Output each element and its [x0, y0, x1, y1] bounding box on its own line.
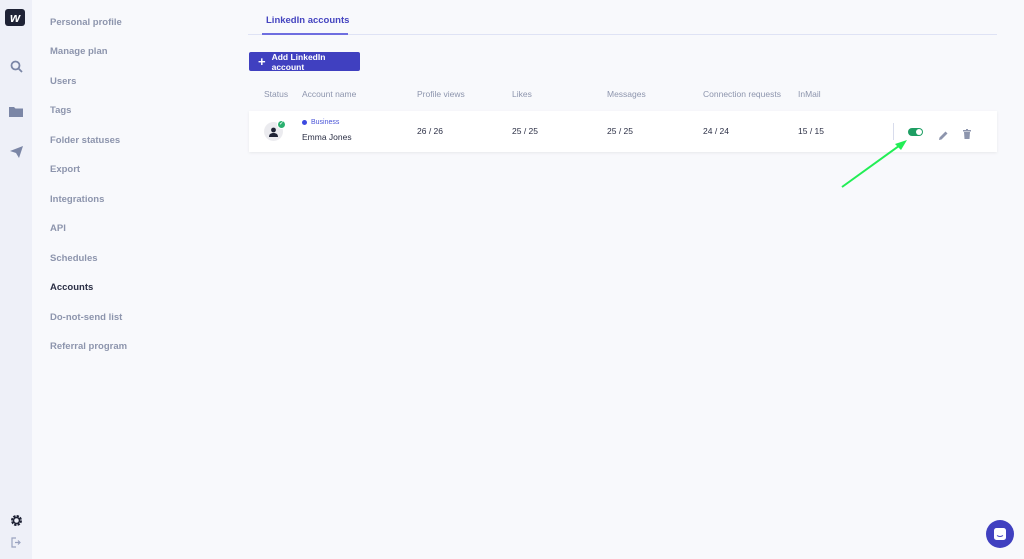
icon-rail: w	[0, 0, 32, 559]
profile-views-value: 26 / 26	[417, 126, 443, 136]
menu-item-users[interactable]: Users	[50, 76, 77, 87]
column-header-status: Status	[264, 89, 289, 99]
logo-icon[interactable]: w	[5, 9, 25, 26]
menu-item-api[interactable]: API	[50, 223, 66, 234]
menu-item-export[interactable]: Export	[50, 164, 81, 175]
send-icon[interactable]	[6, 142, 26, 162]
edit-pencil-icon[interactable]	[939, 127, 948, 145]
actions-divider	[893, 123, 894, 140]
tab-linkedin-accounts[interactable]: LinkedIn accounts	[266, 15, 350, 26]
menu-item-accounts[interactable]: Accounts	[50, 282, 94, 293]
menu-item-personal-profile[interactable]: Personal profile	[50, 17, 122, 28]
chat-icon	[994, 528, 1006, 540]
menu-item-integrations[interactable]: Integrations	[50, 194, 105, 205]
delete-trash-icon[interactable]	[963, 126, 971, 144]
column-header-account-name: Account name	[302, 89, 357, 99]
account-type-label: Business	[311, 119, 340, 126]
menu-item-referral-program[interactable]: Referral program	[50, 341, 128, 352]
menu-item-folder-statuses[interactable]: Folder statuses	[50, 135, 121, 146]
column-header-messages: Messages	[607, 89, 646, 99]
logout-icon[interactable]	[6, 532, 26, 552]
search-icon[interactable]	[6, 56, 26, 76]
chat-support-button[interactable]	[986, 520, 1014, 548]
tab-active-underline	[262, 33, 348, 35]
column-header-inmail: InMail	[798, 89, 821, 99]
add-linkedin-account-button[interactable]: + Add LinkedIn account	[249, 51, 360, 72]
menu-item-schedules[interactable]: Schedules	[50, 253, 98, 264]
account-name: Emma Jones	[302, 132, 352, 142]
column-header-likes: Likes	[512, 89, 532, 99]
menu-item-tags[interactable]: Tags	[50, 105, 72, 116]
column-header-profile-views: Profile views	[417, 89, 465, 99]
badge-dot	[302, 120, 307, 125]
inmail-value: 15 / 15	[798, 126, 824, 136]
annotation-arrow	[841, 140, 907, 188]
connection-requests-value: 24 / 24	[703, 126, 729, 136]
account-type-badge: Business	[302, 119, 339, 126]
folder-icon[interactable]	[6, 101, 26, 121]
add-button-label: Add LinkedIn account	[271, 51, 326, 72]
plus-icon: +	[258, 53, 266, 69]
account-enabled-toggle[interactable]	[908, 128, 923, 136]
column-header-connection-requests: Connection requests	[703, 89, 781, 99]
gear-icon[interactable]	[6, 510, 26, 530]
table-row: ✓ Business Emma Jones 26 / 26 25 / 25 25…	[249, 111, 997, 152]
tab-divider	[248, 34, 997, 35]
messages-value: 25 / 25	[607, 126, 633, 136]
status-check-icon: ✓	[277, 120, 286, 129]
menu-item-do-not-send-list[interactable]: Do-not-send list	[50, 312, 123, 323]
likes-value: 25 / 25	[512, 126, 538, 136]
menu-item-manage-plan[interactable]: Manage plan	[50, 46, 108, 57]
